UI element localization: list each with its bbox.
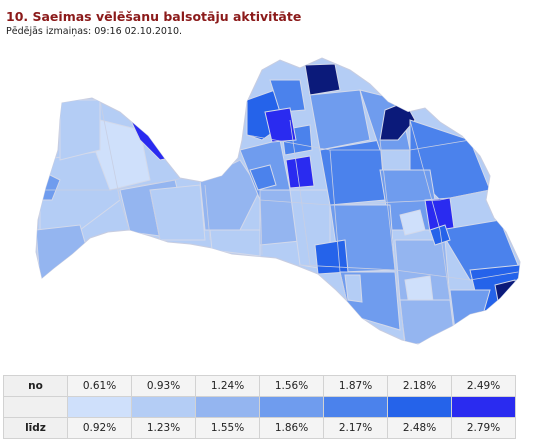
- legend-to-label: līdz: [3, 417, 68, 439]
- legend-swatch-row: [3, 396, 516, 418]
- legend-from-value: 1.87%: [323, 375, 388, 397]
- legend-from-value: 2.49%: [451, 375, 516, 397]
- latvia-map: [0, 40, 534, 370]
- region-vidz-11: [399, 209, 426, 236]
- legend-to-value: 1.55%: [195, 417, 260, 439]
- legend-to-value: 2.17%: [323, 417, 388, 439]
- legend-to-value: 1.23%: [131, 417, 196, 439]
- legend-to-value: 2.79%: [451, 417, 516, 439]
- region-vidz-4: [304, 63, 341, 96]
- legend-to-value: 1.86%: [259, 417, 324, 439]
- legend-swatch: [195, 396, 260, 418]
- region-vidz-6: [285, 155, 315, 189]
- region-west-3: [59, 99, 101, 161]
- legend-from-row: no 0.61% 0.93% 1.24% 1.56% 1.87% 2.18% 2…: [3, 375, 516, 397]
- legend-from-value: 0.61%: [67, 375, 132, 397]
- legend-swatch: [387, 396, 452, 418]
- region-latg-8: [344, 274, 363, 303]
- region-vidz-13: [314, 239, 349, 275]
- region-vidz-5: [309, 89, 371, 151]
- region-latg-6: [399, 299, 456, 344]
- legend-from-value: 1.24%: [195, 375, 260, 397]
- legend-to-value: 0.92%: [67, 417, 132, 439]
- region-latg-9: [429, 224, 451, 246]
- page-title: 10. Saeimas vēlēšanu balsotāju aktivitāt…: [6, 9, 302, 24]
- region-center-4: [209, 229, 261, 257]
- legend-from-value: 0.93%: [131, 375, 196, 397]
- map-svg: [35, 57, 521, 345]
- legend-swatch-spacer: [3, 396, 68, 418]
- region-vidz-3: [264, 107, 297, 143]
- legend-swatch: [131, 396, 196, 418]
- last-updated-text: Pēdējās izmaiņas: 09:16 02.10.2010.: [6, 26, 183, 37]
- legend-swatch: [451, 396, 516, 418]
- legend-from-label: no: [3, 375, 68, 397]
- region-vidz-2: [269, 79, 306, 113]
- legend-to-value: 2.48%: [387, 417, 452, 439]
- region-riga: [249, 164, 277, 191]
- legend-from-value: 2.18%: [387, 375, 452, 397]
- legend-swatch: [259, 396, 324, 418]
- legend-swatch: [67, 396, 132, 418]
- region-latg-7: [449, 289, 491, 331]
- legend-table: no 0.61% 0.93% 1.24% 1.56% 1.87% 2.18% 2…: [3, 375, 516, 439]
- legend-to-row: līdz 0.92% 1.23% 1.55% 1.86% 2.17% 2.48%…: [3, 417, 516, 439]
- region-zilupe: [494, 279, 520, 313]
- region-latg-1: [439, 219, 520, 281]
- region-west-4: [36, 224, 91, 281]
- legend-swatch: [323, 396, 388, 418]
- legend-from-value: 1.56%: [259, 375, 324, 397]
